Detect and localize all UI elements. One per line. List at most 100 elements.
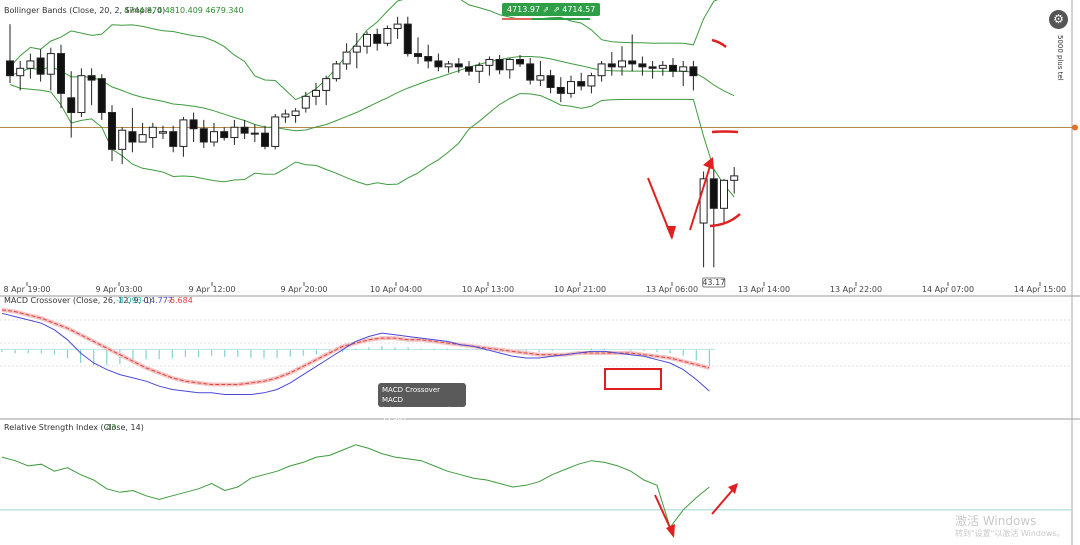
macd-tooltip-line-1: MACD Crossover MACD [382,386,441,404]
macd-tooltip-line-2: (Close, 26, 12, 9, 0) 12.397 [382,406,452,424]
annotation-middle-stroke [711,130,739,134]
macd-histogram-value: -8.093 [116,296,142,305]
side-vertical-label: 5000 plus tel [1056,35,1064,81]
candle-body [6,60,14,77]
sell-price-button[interactable]: 4713.97 ⇗ [502,3,555,16]
candle-body [179,119,188,147]
candle-body [709,178,718,209]
rsi-line [1,444,710,529]
bollinger-middle-band [9,56,735,132]
candle-body [587,75,596,87]
x-axis-tick-label: 14 Apr 07:00 [922,285,974,294]
x-axis-tick-label: 13 Apr 22:00 [830,285,882,294]
candle-body [536,75,545,81]
candle-body [250,132,259,135]
candle-body [220,131,229,139]
annotation-rsi-arrowhead-down [666,524,675,538]
candle-body [199,128,208,143]
annotation-rsi-arrow-down [654,494,673,533]
candle-body [546,75,555,88]
candle-body [495,58,504,71]
macd-title: MACD Crossover (Close, 26, 12, 9, 0) [4,296,152,305]
candle-body [148,126,157,139]
candle-body [628,60,637,65]
candle-body [261,132,269,147]
settings-gear-icon[interactable]: ⚙ [1049,10,1068,29]
annotation-arrowhead-up [703,157,714,170]
candle-body [730,175,739,181]
sell-price-underline [502,18,544,20]
candle-body [638,63,647,68]
candle-body [189,119,198,130]
candle-body [679,66,688,72]
candle-body [87,75,96,81]
candle-body [352,45,361,53]
bollinger-lower-band [9,84,735,198]
x-axis-tick-label: 10 Apr 21:00 [554,285,606,294]
candle-body [332,63,341,80]
candle-body [720,179,728,209]
candle-body [516,58,524,65]
candle-body [210,131,218,143]
candle-body [108,112,116,150]
rsi-title: Relative Strength Index (Close, 14) [4,423,144,432]
candle-body [403,23,412,55]
candle-body [271,116,280,147]
candle-body [658,64,667,69]
x-axis-tick-label: 8 Apr 19:00 [3,285,50,294]
x-axis-tick-label: 13 Apr 06:00 [646,285,698,294]
candle-body [383,28,392,44]
candle-body [414,53,422,58]
candle-body [240,126,249,134]
x-axis-tick-label: 9 Apr 03:00 [95,285,142,294]
candle-body [36,57,45,75]
min-price-label: 43.17 [702,278,725,287]
windows-watermark-subtitle: 转到"设置"以激活 Windows。 [955,529,1065,538]
candle-body [16,67,25,77]
candle-body [281,113,290,118]
candle-body [526,63,535,81]
candle-body [169,131,178,147]
x-axis-tick-label: 14 Apr 15:00 [1014,285,1066,294]
candle-body [301,95,310,109]
buy-price-button[interactable]: ⇗ 4714.57 [548,3,601,16]
candle-body [322,78,331,91]
candle-body [363,33,371,47]
candle-body [454,63,463,68]
x-axis-tick-label: 9 Apr 20:00 [280,285,327,294]
current-price-marker [1072,124,1078,131]
annotation-arrow-up [689,159,713,231]
annotation-lower-stroke [709,213,741,228]
candle-body [669,64,677,72]
bollinger-title: Bollinger Bands (Close, 20, 2, Simple, 0… [4,6,165,15]
candle-body [648,66,657,69]
candle-body [444,63,453,68]
candle-body [342,51,351,65]
macd-line [1,312,710,395]
candle-body [434,60,443,68]
candle-body [475,64,484,72]
annotation-upper-stroke [711,38,727,48]
x-axis-tick-label: 10 Apr 13:00 [462,285,514,294]
candle-body [618,60,626,68]
annotation-rsi-arrowhead-up [728,483,738,494]
candle-body [556,86,565,94]
x-axis-tick-label: 9 Apr 12:00 [188,285,235,294]
candle-body [291,110,300,116]
candle-body [77,75,86,114]
bollinger-values: 4744.874 4810.409 4679.340 [124,6,244,15]
annotation-arrowhead-down [666,226,676,240]
candle-body [159,131,167,134]
candle-body [97,78,106,114]
candle-body [689,66,698,77]
macd-value: -14.777 [142,296,173,305]
macd-signal-value: -6.684 [167,296,193,305]
sell-price-label: 4713.97 [507,5,541,14]
candle-body [57,53,65,94]
rsi-value: 43 [106,423,116,432]
candle-body [577,81,586,87]
buy-price-underline [532,18,590,20]
candle-body [465,66,473,72]
candle-body [118,129,127,150]
